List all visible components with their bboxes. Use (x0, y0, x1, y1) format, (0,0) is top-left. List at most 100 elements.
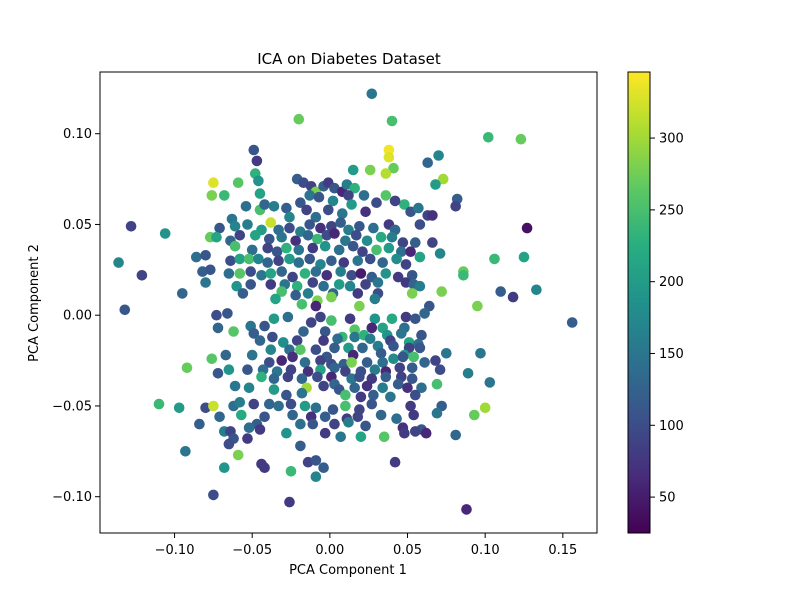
scatter-point (357, 246, 368, 257)
scatter-point (315, 311, 326, 323)
scatter-point (332, 333, 343, 345)
scatter-point (566, 317, 578, 328)
scatter-point (521, 222, 533, 234)
scatter-point (173, 402, 185, 414)
scatter-point (248, 144, 260, 156)
scatter-point (366, 88, 378, 100)
scatter-point (385, 391, 396, 403)
scatter-point (136, 270, 148, 281)
scatter-point (223, 438, 235, 450)
scatter-point (307, 277, 319, 288)
scatter-point (361, 380, 373, 392)
scatter-point (276, 355, 288, 366)
y-tick-label: 0.10 (63, 127, 92, 142)
colorbar-ticks: 50 100 150 200 250 300 (650, 132, 684, 506)
scatter-point (484, 377, 496, 388)
scatter-point (354, 371, 365, 383)
scatter-point (389, 195, 401, 207)
scatter-point (377, 382, 389, 394)
scatter-point (437, 173, 449, 185)
scatter-point (389, 456, 401, 468)
scatter-point (205, 264, 216, 276)
scatter-point (410, 389, 421, 401)
scatter-point (304, 190, 316, 201)
scatter-point (232, 177, 244, 188)
scatter-point (343, 417, 354, 428)
scatter-point (125, 221, 137, 232)
scatter-point (352, 411, 364, 423)
scatter-point (357, 342, 368, 354)
scatter-point (410, 237, 421, 248)
scatter-point (302, 230, 314, 241)
colorbar-tick-label: 100 (659, 419, 684, 434)
scatter-point (414, 280, 426, 292)
scatter-point (180, 446, 191, 457)
scatter-point (335, 217, 347, 228)
scatter-point (276, 231, 288, 243)
scatter-point (430, 179, 441, 190)
scatter-point (366, 398, 378, 410)
scatter-point (219, 190, 230, 201)
scatter-point (360, 420, 371, 432)
scatter-point (340, 400, 351, 412)
scatter-point (361, 235, 373, 247)
scatter-point (229, 240, 241, 252)
y-tick-label: −0.05 (52, 399, 92, 414)
scatter-point (296, 373, 308, 385)
scatter-point (265, 344, 277, 356)
scatter-point (391, 253, 402, 265)
scatter-point (344, 280, 356, 292)
scatter-point (386, 313, 398, 325)
scatter-point (347, 240, 359, 252)
scatter-point (369, 364, 381, 376)
scatter-point (307, 242, 319, 254)
scatter-point (392, 271, 404, 283)
scatter-point (369, 293, 381, 305)
scatter-point (245, 266, 256, 277)
scatter-point (351, 230, 362, 241)
scatter-point (388, 340, 399, 352)
scatter-point (313, 191, 325, 203)
scatter-point (319, 411, 331, 423)
scatter-point (248, 328, 260, 339)
scatter-point (284, 211, 295, 223)
scatter-point (371, 244, 382, 256)
scatter-point (399, 199, 410, 210)
scatter-point (372, 277, 384, 288)
scatter-point (352, 288, 364, 299)
scatter-point (304, 253, 316, 265)
scatter-point (234, 268, 246, 279)
scatter-point (406, 362, 418, 374)
scatter-point (302, 288, 314, 299)
scatter-point (419, 357, 430, 368)
scatter-point (295, 344, 306, 356)
scatter-point (319, 326, 331, 337)
y-tick-label: 0.00 (63, 309, 92, 324)
scatter-point (319, 427, 331, 439)
scatter-point (310, 211, 322, 223)
scatter-point (397, 351, 409, 363)
scatter-point (243, 253, 255, 265)
scatter-point (264, 233, 275, 245)
x-tick-label: −0.05 (232, 543, 272, 558)
scatter-point (433, 150, 444, 161)
scatter-point (434, 364, 446, 376)
scatter-point (281, 427, 292, 439)
scatter-point (284, 222, 295, 234)
scatter-point (281, 389, 292, 401)
scatter-point (315, 355, 326, 366)
scatter-point (375, 348, 387, 359)
scatter-point (461, 504, 472, 515)
scatter-point (287, 409, 298, 421)
scatter-point (319, 240, 331, 252)
scatter-point (254, 335, 266, 346)
scatter-point (177, 288, 188, 299)
scatter-point (273, 400, 284, 412)
scatter-point (310, 344, 322, 356)
scatter-point (222, 308, 233, 319)
scatter-point (315, 222, 326, 234)
scatter-point (472, 300, 483, 312)
points-layer (113, 88, 578, 515)
scatter-point (431, 407, 443, 419)
scatter-point (335, 431, 347, 443)
